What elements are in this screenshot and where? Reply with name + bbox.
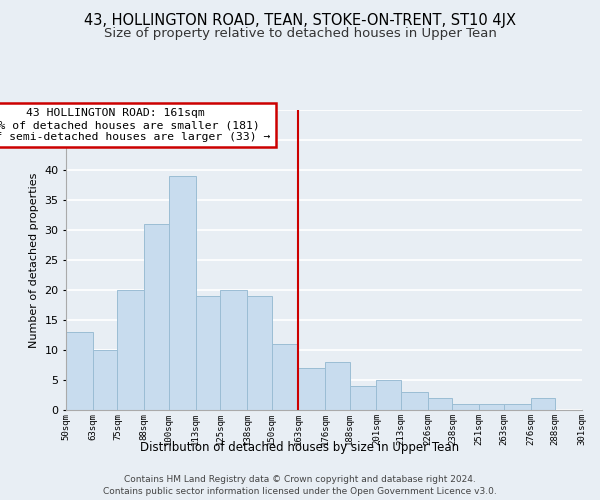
Bar [169, 176, 196, 410]
Bar [479, 404, 504, 410]
Text: Size of property relative to detached houses in Upper Tean: Size of property relative to detached ho… [104, 28, 496, 40]
Text: 43, HOLLINGTON ROAD, TEAN, STOKE-ON-TRENT, ST10 4JX: 43, HOLLINGTON ROAD, TEAN, STOKE-ON-TREN… [84, 12, 516, 28]
Bar [298, 368, 325, 410]
Bar [376, 380, 401, 410]
Bar [452, 404, 479, 410]
Bar [401, 392, 428, 410]
Bar [66, 332, 93, 410]
Bar [144, 224, 169, 410]
Bar [272, 344, 298, 410]
Text: 43 HOLLINGTON ROAD: 161sqm
← 85% of detached houses are smaller (181)
15% of sem: 43 HOLLINGTON ROAD: 161sqm ← 85% of deta… [0, 108, 270, 142]
Text: Contains public sector information licensed under the Open Government Licence v3: Contains public sector information licen… [103, 486, 497, 496]
Y-axis label: Number of detached properties: Number of detached properties [29, 172, 38, 348]
Text: Distribution of detached houses by size in Upper Tean: Distribution of detached houses by size … [140, 441, 460, 454]
Bar [118, 290, 144, 410]
Text: Contains HM Land Registry data © Crown copyright and database right 2024.: Contains HM Land Registry data © Crown c… [124, 476, 476, 484]
Bar [350, 386, 376, 410]
Bar [325, 362, 350, 410]
Bar [196, 296, 220, 410]
Bar [93, 350, 118, 410]
Bar [428, 398, 452, 410]
Bar [504, 404, 530, 410]
Bar [220, 290, 247, 410]
Bar [247, 296, 272, 410]
Bar [530, 398, 555, 410]
